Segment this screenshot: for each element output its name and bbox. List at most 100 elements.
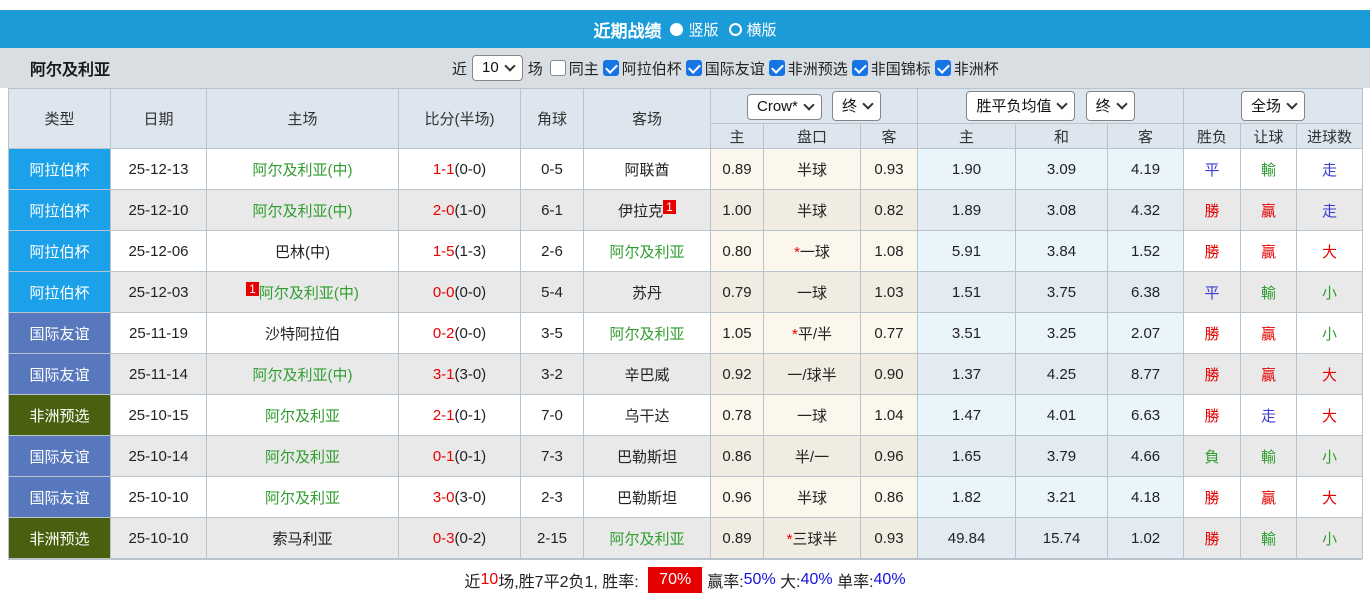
asterisk-mark: *: [794, 243, 800, 261]
avg-stage-select[interactable]: 终: [1085, 91, 1135, 121]
filter-label: 同主: [568, 60, 599, 78]
wdl-result-cell: 勝: [1183, 230, 1242, 272]
corner-score-cell: 7-3: [520, 435, 584, 477]
results-table-body: 阿拉伯杯 25-12-13 阿尔及利亚(中) 1-1(0-0) 0-5 阿联酋 0.89 半球…: [8, 148, 1364, 559]
league-type-cell: 阿拉伯杯: [8, 189, 111, 231]
goals-result-cell: 小: [1296, 517, 1364, 559]
goals-result-cell: 小: [1296, 312, 1364, 354]
handicap-text: 三球半: [792, 530, 838, 548]
filter-checkbox-item[interactable]: 非国锦标: [849, 58, 931, 79]
league-type-cell: 阿拉伯杯: [8, 271, 111, 313]
fulltime-score: 2-0: [432, 201, 455, 219]
checkbox-icon[interactable]: [549, 60, 566, 76]
avg-odds-cell: 49.84: [917, 517, 1017, 559]
home-team-cell: 巴林(中): [206, 230, 399, 272]
away-team-name: 苏丹: [631, 284, 662, 302]
summary-text: 大:: [775, 573, 801, 591]
table-row: 非洲预选 25-10-15 阿尔及利亚 2-1(0-1) 7-0 乌干达 0.78 一球 1.0…: [8, 394, 1364, 436]
fulltime-score: 0-0: [432, 283, 455, 301]
filter-checkbox-item[interactable]: 非洲杯: [932, 58, 999, 79]
chevron-down-icon: [504, 59, 516, 72]
crown-odds-header: Crow* 终: [709, 88, 919, 124]
radio-label: 竖版: [688, 21, 719, 39]
avg-odds-cell: 4.18: [1107, 476, 1185, 518]
table-row: 阿拉伯杯 25-12-06 巴林(中) 1-5(1-3) 2-6 阿尔及利亚 0.80 *一球…: [8, 230, 1364, 272]
radio-icon[interactable]: [670, 22, 684, 36]
summary-text: 40%: [800, 570, 833, 588]
col-header-goals: 进球数: [1296, 123, 1364, 149]
goals-result-cell: 走: [1296, 189, 1364, 231]
title-bar: 近期战绩 竖版 横版: [0, 10, 1370, 48]
home-team-cell: 阿尔及利亚: [206, 476, 399, 518]
col-header-avg-draw: 和: [1015, 123, 1109, 149]
summary-text: 40%: [873, 570, 906, 588]
table-row: 阿拉伯杯 25-12-13 阿尔及利亚(中) 1-1(0-0) 0-5 阿联酋 0.89 半球…: [8, 148, 1364, 190]
filter-checkbox-item[interactable]: 同主: [547, 58, 599, 79]
layout-radio-selected[interactable]: 竖版: [670, 19, 719, 40]
home-team-cell: 阿尔及利亚(中): [206, 353, 399, 395]
crown-stage-select[interactable]: 终: [832, 91, 882, 121]
crown-odds-cell: 1.05: [710, 312, 764, 354]
chevron-down-icon: [862, 97, 874, 110]
crown-odds-cell: 0.80: [710, 230, 764, 272]
checkbox-icon[interactable]: [934, 60, 951, 76]
handicap-result-cell: 贏: [1240, 230, 1298, 272]
radio-label: 横版: [746, 21, 777, 39]
corner-score-cell: 2-3: [520, 476, 584, 518]
crown-company-value: Crow*: [757, 98, 798, 115]
results-section: 类型 日期 主场 比分(半场) 角球 客场 Crow* 终: [8, 88, 1364, 599]
filter-checkbox-item[interactable]: 非洲预选: [766, 58, 848, 79]
fulltime-score: 1-1: [432, 160, 455, 178]
home-team-cell: 阿尔及利亚: [206, 394, 399, 436]
away-team-cell: 巴勒斯坦: [583, 476, 711, 518]
corner-score-cell: 5-4: [520, 271, 584, 313]
avg-odds-cell: 4.32: [1107, 189, 1185, 231]
recent-count-select[interactable]: 10: [472, 55, 523, 81]
layout-radio-option[interactable]: 横版: [728, 19, 777, 40]
goals-result-cell: 大: [1296, 353, 1364, 395]
halftime-score: (1-3): [454, 242, 487, 260]
crown-odds-cell: 1.08: [859, 230, 919, 272]
asterisk-mark: *: [786, 530, 793, 548]
avg-odds-select[interactable]: 胜平负均值: [966, 91, 1076, 121]
home-team-name: 阿尔及利亚(中): [252, 161, 353, 179]
filter-label: 阿拉伯杯: [621, 60, 682, 78]
crown-company-select[interactable]: Crow*: [747, 94, 822, 120]
radio-icon[interactable]: [728, 22, 742, 36]
away-team-cell: 阿尔及利亚: [583, 230, 711, 272]
crown-odds-cell: 1.04: [859, 394, 919, 436]
avg-odds-cell: 4.19: [1107, 148, 1185, 190]
col-header-avg-away: 客: [1107, 123, 1185, 149]
away-team-cell: 辛巴威: [583, 353, 711, 395]
goals-result-cell: 小: [1296, 271, 1364, 313]
league-type-cell: 国际友谊: [8, 353, 111, 395]
away-team-cell: 阿尔及利亚: [583, 517, 711, 559]
crown-odds-cell: 0.96: [859, 435, 919, 477]
handicap-result-cell: 走: [1240, 394, 1298, 436]
checkbox-icon[interactable]: [685, 60, 702, 76]
filter-checkbox-item[interactable]: 国际友谊: [683, 58, 765, 79]
corner-score-cell: 6-1: [520, 189, 584, 231]
score-cell: 3-0(3-0): [398, 476, 521, 518]
filter-checkbox-item[interactable]: 阿拉伯杯: [600, 58, 682, 79]
avg-odds-cell: 5.91: [917, 230, 1017, 272]
match-filters: 近 10 场 同主 阿拉伯杯 国际友谊 非洲预选 非国锦标 非洲杯: [452, 48, 1000, 88]
away-team-cell: 苏丹: [583, 271, 711, 313]
date-cell: 25-11-14: [110, 353, 207, 395]
checkbox-icon[interactable]: [768, 60, 785, 76]
avg-odds-cell: 1.65: [917, 435, 1017, 477]
away-team-name: 阿尔及利亚: [609, 530, 685, 548]
crown-odds-cell: 0.79: [710, 271, 764, 313]
date-cell: 25-12-06: [110, 230, 207, 272]
table-header-row-sub: 主 盘口 客 主 和 客 胜负 让球 进球数: [9, 123, 1364, 149]
checkbox-icon[interactable]: [851, 60, 868, 76]
checkbox-icon[interactable]: [602, 60, 619, 76]
col-header-away: 客场: [583, 88, 711, 149]
goals-result-cell: 小: [1296, 435, 1364, 477]
match-scope-select[interactable]: 全场: [1241, 91, 1306, 121]
halftime-score: (0-0): [454, 324, 487, 342]
home-team-cell: 阿尔及利亚: [206, 435, 399, 477]
avg-odds-cell: 15.74: [1015, 517, 1109, 559]
avg-odds-cell: 1.52: [1107, 230, 1185, 272]
date-cell: 25-10-15: [110, 394, 207, 436]
